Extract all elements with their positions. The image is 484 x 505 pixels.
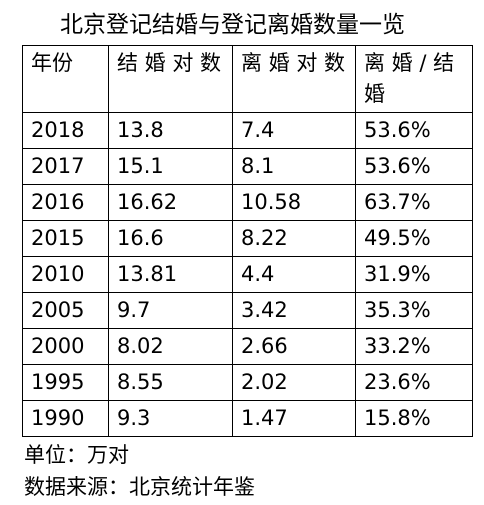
header-cell: 年份 <box>22 45 109 113</box>
table-cell: 16.6 <box>108 220 233 257</box>
header-cell: 离 婚 / 结 婚 <box>355 45 473 113</box>
table-cell: 1990 <box>22 400 109 437</box>
header-cell: 离 婚 对 数 <box>232 45 356 113</box>
table-cell: 4.4 <box>232 256 356 293</box>
table-cell: 49.5% <box>355 220 473 257</box>
table-row: 2018 13.8 7.4 53.6% <box>22 112 473 149</box>
table-row: 2005 9.7 3.42 35.3% <box>22 292 473 329</box>
table-cell: 35.3% <box>355 292 473 329</box>
table-cell: 2015 <box>22 220 109 257</box>
table-cell: 2.02 <box>232 364 356 401</box>
table-cell: 15.1 <box>108 148 233 185</box>
table-cell: 16.62 <box>108 184 233 221</box>
table-row: 1990 9.3 1.47 15.8% <box>22 400 473 437</box>
table-cell: 1995 <box>22 364 109 401</box>
table-cell: 9.7 <box>108 292 233 329</box>
table-cell: 9.3 <box>108 400 233 437</box>
title: 北京登记结婚与登记离婚数量一览 <box>60 12 405 38</box>
table-cell: 3.42 <box>232 292 356 329</box>
table-cell: 33.2% <box>355 328 473 365</box>
table-cell: 8.02 <box>108 328 233 365</box>
table-cell: 53.6% <box>355 148 473 185</box>
table-row: 2017 15.1 8.1 53.6% <box>22 148 473 185</box>
source-note: 数据来源：北京统计年鉴 <box>24 475 255 499</box>
table-cell: 7.4 <box>232 112 356 149</box>
table-cell: 2016 <box>22 184 109 221</box>
table-cell: 63.7% <box>355 184 473 221</box>
table-cell: 10.58 <box>232 184 356 221</box>
table-cell: 2010 <box>22 256 109 293</box>
table-cell: 23.6% <box>355 364 473 401</box>
table-row: 2010 13.81 4.4 31.9% <box>22 256 473 293</box>
table-row: 2000 8.02 2.66 33.2% <box>22 328 473 365</box>
table-cell: 2005 <box>22 292 109 329</box>
header-row: 年份结 婚 对 数离 婚 对 数离 婚 / 结 婚 <box>22 45 473 113</box>
table-cell: 2.66 <box>232 328 356 365</box>
table-cell: 2000 <box>22 328 109 365</box>
table-body: 年份结 婚 对 数离 婚 对 数离 婚 / 结 婚 2018 13.8 7.4 53.6… <box>22 45 473 437</box>
table-cell: 1.47 <box>232 400 356 437</box>
table-cell: 13.8 <box>108 112 233 149</box>
table-row: 2015 16.6 8.22 49.5% <box>22 220 473 257</box>
table-cell: 8.22 <box>232 220 356 257</box>
table-cell: 31.9% <box>355 256 473 293</box>
table-cell: 53.6% <box>355 112 473 149</box>
table-row: 2016 16.62 10.58 63.7% <box>22 184 473 221</box>
header-cell: 结 婚 对 数 <box>108 45 233 113</box>
table-row: 1995 8.55 2.02 23.6% <box>22 364 473 401</box>
table-cell: 2018 <box>22 112 109 149</box>
table-cell: 2017 <box>22 148 109 185</box>
table-cell: 15.8% <box>355 400 473 437</box>
table-cell: 13.81 <box>108 256 233 293</box>
table-cell: 8.1 <box>232 148 356 185</box>
unit-note: 单位：万对 <box>24 443 129 467</box>
table-cell: 8.55 <box>108 364 233 401</box>
data-table: 年份结 婚 对 数离 婚 对 数离 婚 / 结 婚 2018 13.8 7.4 53.6… <box>22 45 473 437</box>
